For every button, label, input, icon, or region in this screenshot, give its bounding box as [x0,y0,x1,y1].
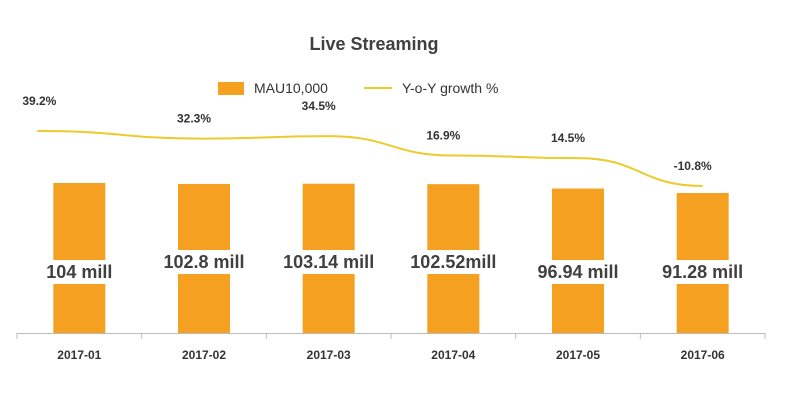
legend-line-swatch [363,87,392,89]
chart-legend: MAU10,000 Y-o-Y growth % [218,80,498,96]
bar-2017-01 [53,183,106,333]
bar-value-label-band [42,260,117,284]
bar-value-label: 96.94 mill [537,262,618,282]
bar-value-label: 103.14 mill [283,252,374,272]
bar-value-label-band [406,250,501,274]
growth-value-label: 16.9% [426,129,460,143]
growth-value-label: 14.5% [551,131,585,145]
x-tick-label: 2017-02 [182,348,226,362]
bar-value-label: 102.52mill [410,252,496,272]
bar-value-label: 91.28 mill [662,262,743,282]
bar-value-label: 104 mill [46,262,112,282]
growth-value-label: 39.2% [22,94,56,108]
bar-value-label-band [533,260,623,284]
growth-value-label: -10.8% [674,159,712,173]
growth-value-label: 34.5% [302,99,336,113]
x-tick-label: 2017-01 [57,348,101,362]
bar-value-label-band [658,260,748,284]
x-tick-label: 2017-03 [307,348,351,362]
growth-line [37,130,703,187]
x-tick-label: 2017-06 [681,348,725,362]
legend-bar-label: MAU10,000 [254,80,328,96]
bar-value-label-band [279,250,379,274]
bar-value-label: 102.8 mill [163,252,244,272]
legend-line-label: Y-o-Y growth % [401,80,499,96]
bar-value-label-band [159,250,249,274]
growth-value-label: 32.3% [177,112,211,126]
chart-title: Live Streaming [309,34,439,54]
x-tick-label: 2017-04 [431,348,475,362]
legend-bar-swatch [218,81,244,95]
x-tick-label: 2017-05 [556,348,600,362]
